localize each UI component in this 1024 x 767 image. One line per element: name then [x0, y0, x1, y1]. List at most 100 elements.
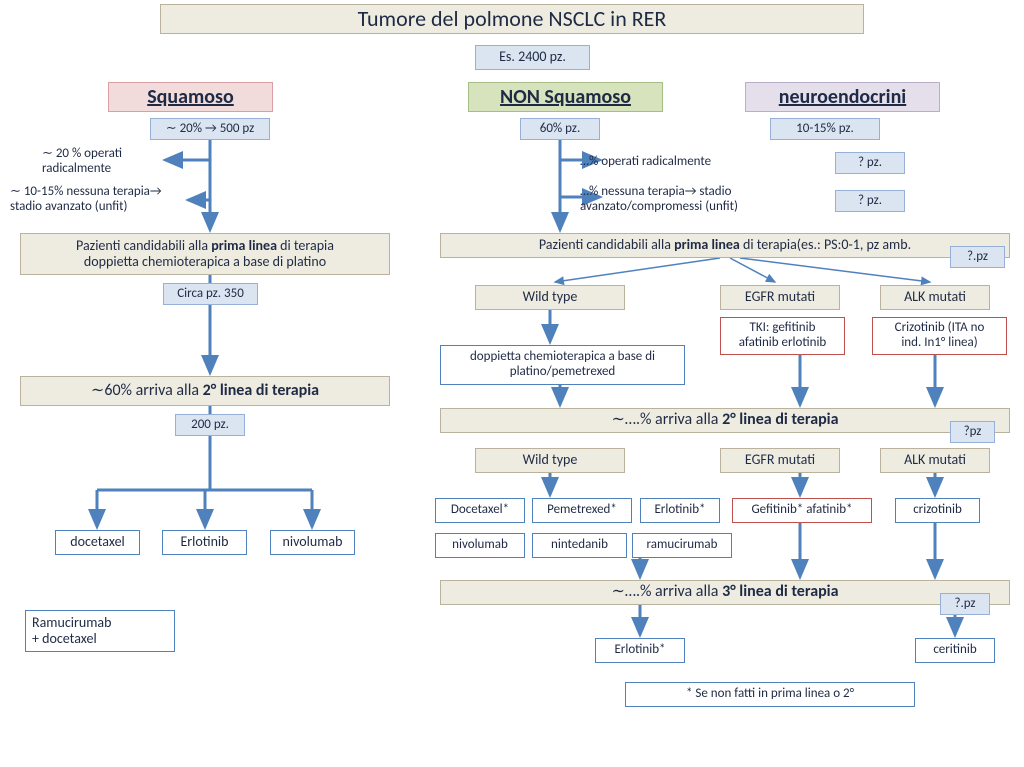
drug-docetaxel-star: Docetaxel*: [435, 498, 525, 523]
sq-fl-line1: Pazienti candidabili alla prima linea di…: [76, 238, 334, 254]
drug-erlotinib-star: Erlotinib*: [640, 498, 720, 523]
neuro-q2: ? pz.: [835, 190, 905, 212]
tki-b: afatinib erlotinib: [739, 336, 827, 351]
alk-mutati-2: ALK mutati: [880, 448, 990, 473]
nonsq-header: NON Squamoso: [468, 82, 663, 112]
sq-circa-text: Circa pz. 350: [177, 287, 244, 302]
nsqpz3: ?.pz: [954, 597, 975, 612]
nonsq-qpz: ?.pz: [950, 246, 1005, 268]
squamoso-first-line: Pazienti candidabili alla prima linea di…: [20, 233, 390, 275]
nonsq-radical-note: …% operati radicalmente: [580, 155, 790, 170]
egfr2-t: EGFR mutati: [745, 452, 815, 468]
ns-fl-a: Pazienti candidabili alla: [539, 236, 674, 253]
sq-2l-b: 2° linea di terapia: [203, 381, 319, 400]
title-text: Tumore del polmone NSCLC in RER: [358, 6, 667, 31]
ns-fl-c: di terapia(es.: PS:0-1, pz amb.: [740, 236, 911, 253]
r1a: Docetaxel*: [451, 503, 509, 518]
squamoso-header: Squamoso: [108, 82, 273, 112]
drug-erlotinib: Erlotinib: [162, 530, 247, 555]
sq-fl-d: doppietta chemioterapica a base di plati…: [84, 254, 326, 270]
ceri: ceritinib: [933, 643, 976, 658]
egfr-mutati-1: EGFR mutati: [720, 285, 840, 310]
nonsq-pct: 60% pz.: [520, 118, 600, 140]
neuro-header-text: neuroendocrini: [779, 86, 906, 109]
r2b: nintedanib: [551, 538, 608, 553]
d2: Erlotinib: [180, 534, 228, 550]
wild2-t: Wild type: [523, 452, 578, 468]
footnote: * Se non fatti in prima linea o 2°: [625, 682, 915, 707]
drug-nivolumab: nivolumab: [270, 530, 355, 555]
crizotinib-2: crizotinib: [895, 498, 980, 523]
wild1-t: Wild type: [523, 289, 578, 305]
sq-unf-b: stadio avanzato (unfit): [10, 199, 127, 214]
sq-rad-b: radicalmente: [42, 161, 111, 176]
squamoso-pct: ∼ 20% → 500 pz: [150, 118, 270, 140]
d1: docetaxel: [70, 534, 125, 550]
squamoso-radical-note: ∼ 20 % operati radicalmente: [42, 147, 202, 177]
sq-fl-b: prima linea: [211, 237, 277, 254]
drug-nintedanib: nintedanib: [532, 533, 627, 558]
tki-box: TKI: gefitinib afatinib erlotinib: [720, 317, 845, 355]
crizotinib-box: Crizotinib (ITA no ind. In1° linea): [872, 317, 1007, 355]
doublet-box: doppietta chemioterapica a base di plati…: [440, 345, 685, 385]
squamoso-second-line: ∼60% arriva alla 2° linea di terapia: [20, 376, 390, 406]
r2a: nivolumab: [452, 538, 508, 553]
foot-t: * Se non fatti in prima linea o 2°: [686, 687, 854, 702]
r1c: Erlotinib*: [654, 503, 705, 518]
d3: nivolumab: [283, 534, 343, 550]
squamoso-header-text: Squamoso: [147, 86, 234, 109]
nonsq-second-line: ∼….% arriva alla 2° linea di terapia: [440, 408, 1010, 433]
ns-2l-a: ∼….% arriva alla: [611, 410, 722, 429]
nonsq-third-line: ∼….% arriva alla 3° linea di terapia: [440, 580, 1010, 605]
nsqpz: ?.pz: [967, 250, 988, 265]
neuro-header: neuroendocrini: [745, 82, 940, 112]
ns-3l-b: 3° linea di terapia: [722, 582, 838, 601]
wild-type-2: Wild type: [475, 448, 625, 473]
sq-rad-a: ∼ 20 % operati: [42, 146, 122, 161]
alk-mutati-1: ALK mutati: [880, 285, 990, 310]
sq-unf-a: ∼ 10-15% nessuna terapia→: [10, 184, 162, 199]
egfr-mutati-2: EGFR mutati: [720, 448, 840, 473]
erlotinib-3l: Erlotinib*: [595, 638, 685, 663]
sq-fl-a: Pazienti candidabili alla: [76, 237, 211, 254]
nonsq-first-line: Pazienti candidabili alla prima linea di…: [440, 233, 1010, 258]
ramu-b: + docetaxel: [32, 631, 97, 647]
squamoso-unfit-note: ∼ 10-15% nessuna terapia→ stadio avanzat…: [10, 185, 220, 215]
ns-unf-a: …% nessuna terapia→ stadio: [580, 184, 731, 199]
diagram-title: Tumore del polmone NSCLC in RER: [160, 4, 864, 34]
nonsq-pct-text: 60% pz.: [540, 122, 580, 137]
nonsq-qpz2: ?pz: [950, 421, 995, 443]
alk1-t: ALK mutati: [904, 289, 966, 305]
drug-pemetrexed-star: Pemetrexed*: [532, 498, 632, 523]
neq1: ? pz.: [858, 156, 882, 171]
ns-3l-a: ∼….% arriva alla: [611, 582, 722, 601]
sq-fl-c: di terapia: [277, 237, 334, 254]
drug-ramucirumab: ramucirumab: [632, 533, 732, 558]
tki-a: TKI: gefitinib: [750, 321, 816, 336]
squamoso-circa: Circa pz. 350: [163, 283, 258, 305]
nsqpz2: ?pz: [964, 425, 982, 440]
ceritinib-box: ceritinib: [915, 638, 995, 663]
egfr1-t: EGFR mutati: [745, 289, 815, 305]
nonsq-unfit-note: …% nessuna terapia→ stadio avanzato/comp…: [580, 185, 820, 215]
neuro-pct-text: 10-15% pz.: [796, 122, 854, 137]
es-count: Es. 2400 pz.: [499, 49, 566, 65]
criz-b: ind. In1° linea): [901, 336, 977, 351]
squamoso-pct-text: ∼ 20% → 500 pz: [166, 122, 254, 137]
neq2: ? pz.: [858, 194, 882, 209]
doub-b: platino/pemetrexed: [510, 365, 616, 380]
ns-unf-b: avanzato/compromessi (unfit): [580, 199, 738, 214]
ns-fl-b: prima linea: [674, 236, 740, 253]
ns-rad: …% operati radicalmente: [580, 154, 711, 169]
sq-2l-a: ∼60% arriva alla: [91, 381, 203, 400]
doub-a: doppietta chemioterapica a base di: [470, 350, 655, 365]
squamoso-200pz: 200 pz.: [175, 414, 245, 436]
criz2t: crizotinib: [913, 503, 962, 518]
gefaf: Gefitinib* afatinib*: [751, 503, 852, 518]
neuro-pct: 10-15% pz.: [770, 118, 880, 140]
ns-2l-b: 2° linea di terapia: [722, 410, 838, 429]
nonsq-header-text: NON Squamoso: [500, 86, 631, 109]
alk2-t: ALK mutati: [904, 452, 966, 468]
gef-afa-box: Gefitinib* afatinib*: [732, 498, 872, 523]
criz-a: Crizotinib (ITA no: [895, 321, 985, 336]
